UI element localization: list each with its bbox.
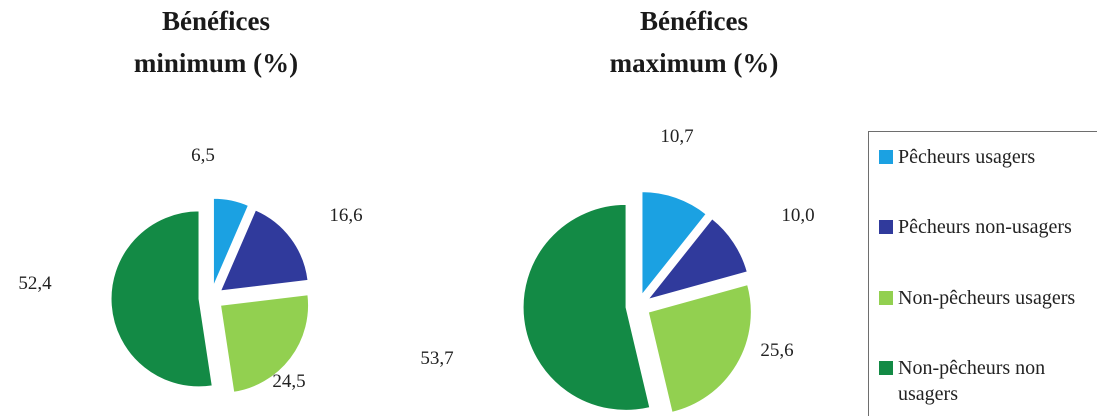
chart-title-1-line-1: Bénéfices bbox=[162, 6, 270, 36]
legend: Pêcheurs usagers Pêcheurs non-usagers No… bbox=[868, 131, 1097, 416]
pie-2-data-label-1: 10,7 bbox=[660, 126, 693, 147]
legend-label-4: Non-pêcheurs non usagers bbox=[898, 357, 1046, 405]
legend-item-pecheurs-usagers: Pêcheurs usagers bbox=[879, 144, 1088, 170]
pie-2-data-label-4: 53,7 bbox=[420, 348, 453, 369]
chart-title-2-line-2: maximum (%) bbox=[610, 48, 779, 78]
legend-swatch-3 bbox=[879, 291, 893, 305]
legend-label-2: Pêcheurs non-usagers bbox=[898, 216, 1072, 238]
pie-2-slice-3 bbox=[647, 284, 752, 413]
legend-swatch-4 bbox=[879, 361, 893, 375]
pie-2-slice-2 bbox=[646, 218, 748, 301]
pie-1-slice-1 bbox=[212, 197, 250, 287]
pie-1-data-label-4: 52,4 bbox=[18, 273, 52, 294]
pie-1-slice-3 bbox=[219, 294, 309, 393]
legend-item-non-pecheurs-usagers: Non-pêcheurs usagers bbox=[879, 285, 1088, 311]
pie-1-data-label-1: 6,5 bbox=[191, 145, 215, 166]
pie-1-data-label-3: 24,5 bbox=[272, 371, 305, 392]
pie-1-slice-2 bbox=[219, 209, 309, 292]
pie-1-data-label-2: 16,6 bbox=[329, 205, 362, 226]
pie-1-slice-4 bbox=[110, 210, 213, 388]
legend-item-pecheurs-non-usagers: Pêcheurs non-usagers bbox=[879, 214, 1088, 240]
legend-label-1: Pêcheurs usagers bbox=[898, 146, 1036, 168]
chart-title-1-line-2: minimum (%) bbox=[134, 48, 298, 78]
pie-2-slice-4 bbox=[522, 203, 651, 411]
legend-swatch-1 bbox=[879, 150, 893, 164]
legend-label-3: Non-pêcheurs usagers bbox=[898, 287, 1076, 309]
pie-2-data-label-3: 25,6 bbox=[760, 340, 793, 361]
pie-2-data-label-2: 10,0 bbox=[781, 205, 814, 226]
legend-item-non-pecheurs-non-usagers: Non-pêcheurs non usagers bbox=[879, 355, 1088, 407]
chart-title-2-line-1: Bénéfices bbox=[640, 6, 748, 36]
pie-2-slice-1 bbox=[641, 191, 707, 297]
legend-swatch-2 bbox=[879, 220, 893, 234]
